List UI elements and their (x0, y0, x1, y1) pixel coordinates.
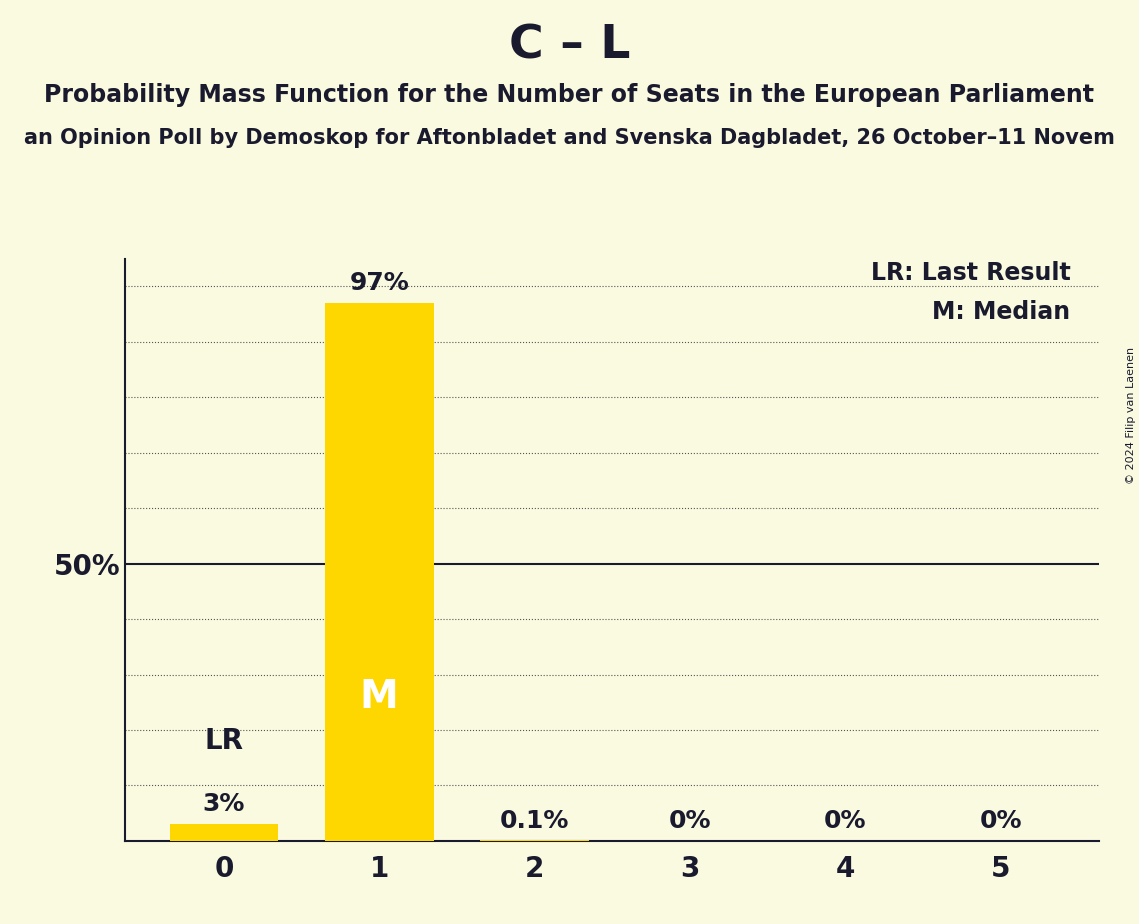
Text: 0%: 0% (823, 808, 867, 833)
Text: © 2024 Filip van Laenen: © 2024 Filip van Laenen (1126, 347, 1136, 484)
Bar (325, 303, 434, 841)
Text: M: Median: M: Median (933, 300, 1071, 324)
Text: an Opinion Poll by Demoskop for Aftonbladet and Svenska Dagbladet, 26 October–11: an Opinion Poll by Demoskop for Aftonbla… (24, 128, 1115, 148)
Text: 3%: 3% (203, 792, 245, 816)
Text: M: M (360, 677, 399, 716)
Text: C – L: C – L (509, 23, 630, 68)
Text: 0.1%: 0.1% (500, 808, 570, 833)
Bar (170, 824, 278, 841)
Text: 0%: 0% (669, 808, 711, 833)
Text: 97%: 97% (350, 271, 409, 295)
Text: Probability Mass Function for the Number of Seats in the European Parliament: Probability Mass Function for the Number… (44, 83, 1095, 107)
Text: 0%: 0% (980, 808, 1022, 833)
Text: LR: LR (204, 727, 244, 755)
Text: LR: Last Result: LR: Last Result (870, 261, 1071, 286)
